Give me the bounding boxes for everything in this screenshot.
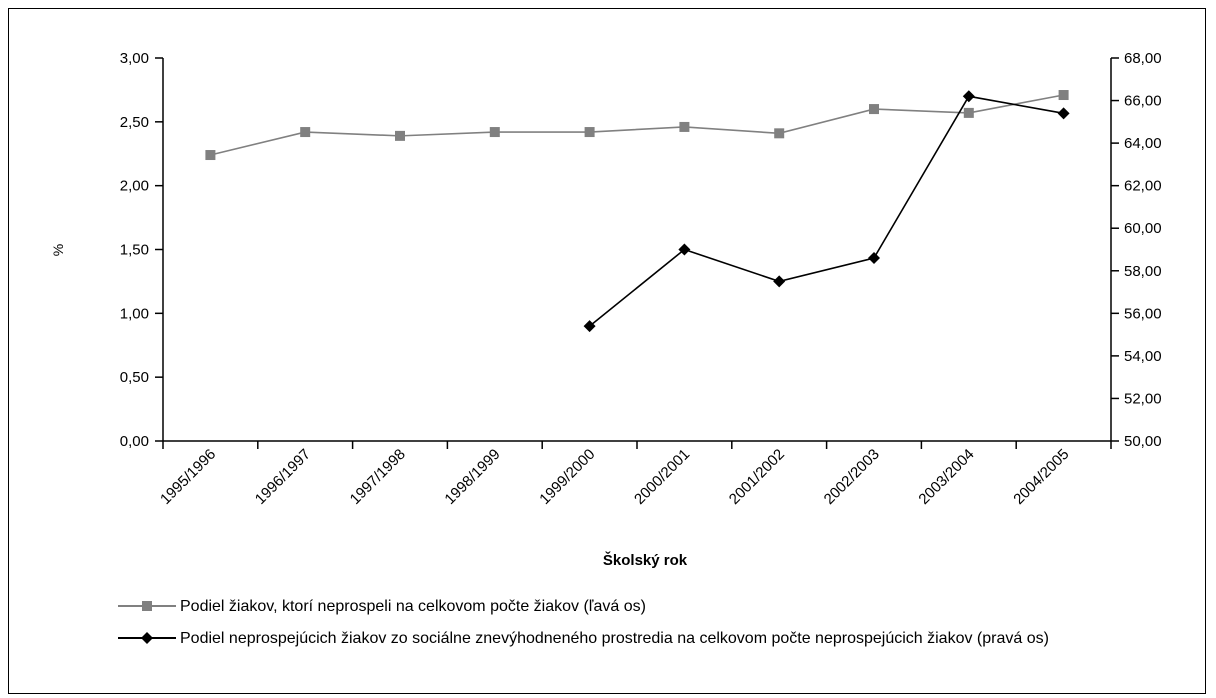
right-tick-label: 54,00	[1124, 348, 1162, 365]
series-1-point	[773, 275, 786, 288]
left-tick-label: 0,50	[120, 369, 149, 386]
right-tick-label: 68,00	[1124, 50, 1162, 67]
right-tick-label: 60,00	[1124, 220, 1162, 237]
square-marker-icon	[118, 601, 176, 611]
series-0-point	[869, 104, 879, 115]
legend-item-left-series: Podiel žiakov, ktorí neprospeli na celko…	[118, 596, 1198, 617]
series-0-point	[489, 127, 500, 138]
x-tick-label: 1996/1997	[252, 446, 314, 508]
series-layer	[205, 90, 1070, 333]
axes-layer: 0,00 0,50 1,00 1,50 2,00 2,50 3,00 50,00 52,00 54…	[120, 50, 1162, 508]
right-tick-label: 58,00	[1124, 263, 1162, 280]
x-tick-label: 2001/2002	[726, 446, 788, 508]
right-tick-label: 50,00	[1124, 433, 1162, 450]
x-tick-label: 1999/2000	[536, 446, 598, 508]
x-axis-title: Školský rok	[603, 551, 688, 569]
right-tick-label: 62,00	[1124, 178, 1162, 195]
series-0-point	[963, 107, 974, 118]
y-axis-label: %	[50, 244, 66, 256]
series-0-point	[679, 121, 690, 132]
right-tick-label: 52,00	[1124, 390, 1162, 407]
left-tick-label: 0,00	[120, 433, 149, 450]
left-tick-label: 1,50	[120, 242, 149, 259]
left-tick-label: 2,50	[120, 114, 149, 131]
series-0-point	[395, 130, 405, 141]
series-0-point	[774, 128, 785, 139]
series-line-0	[210, 94, 1064, 156]
x-tick-label: 2000/2001	[631, 446, 693, 508]
right-tick-label: 66,00	[1124, 93, 1162, 110]
x-tick-label: 1995/1996	[157, 446, 219, 508]
chart-frame	[8, 8, 1206, 694]
series-0-point	[205, 150, 216, 161]
legend: Podiel žiakov, ktorí neprospeli na celko…	[118, 596, 1198, 649]
left-tick-label: 3,00	[120, 50, 149, 67]
x-tick-label: 2003/2004	[915, 446, 977, 508]
series-0-point	[1058, 90, 1069, 101]
series-1-point	[868, 252, 880, 265]
x-tick-label: 2004/2005	[1010, 446, 1072, 508]
right-tick-label: 64,00	[1124, 135, 1162, 152]
x-tick-label: 2002/2003	[821, 446, 883, 508]
left-tick-label: 2,00	[120, 178, 149, 195]
left-tick-label: 1,00	[120, 305, 149, 322]
series-1-point	[962, 90, 975, 103]
x-tick-label: 1997/1998	[347, 446, 409, 508]
series-1-point	[1057, 107, 1070, 120]
legend-item-right-series: Podiel neprospejúcich žiakov zo sociálne…	[118, 628, 1198, 649]
series-1-point	[583, 320, 596, 333]
series-0-point	[584, 127, 595, 138]
series-line-1	[589, 95, 1064, 327]
series-0-point	[300, 127, 311, 138]
series-1-point	[678, 243, 691, 256]
x-tick-label: 1998/1999	[441, 446, 503, 508]
legend-label-left-series: Podiel žiakov, ktorí neprospeli na celko…	[180, 598, 646, 615]
right-tick-label: 56,00	[1124, 305, 1162, 322]
legend-label-right-series: Podiel neprospejúcich žiakov zo sociálne…	[180, 630, 1049, 647]
diamond-marker-icon	[118, 632, 176, 644]
